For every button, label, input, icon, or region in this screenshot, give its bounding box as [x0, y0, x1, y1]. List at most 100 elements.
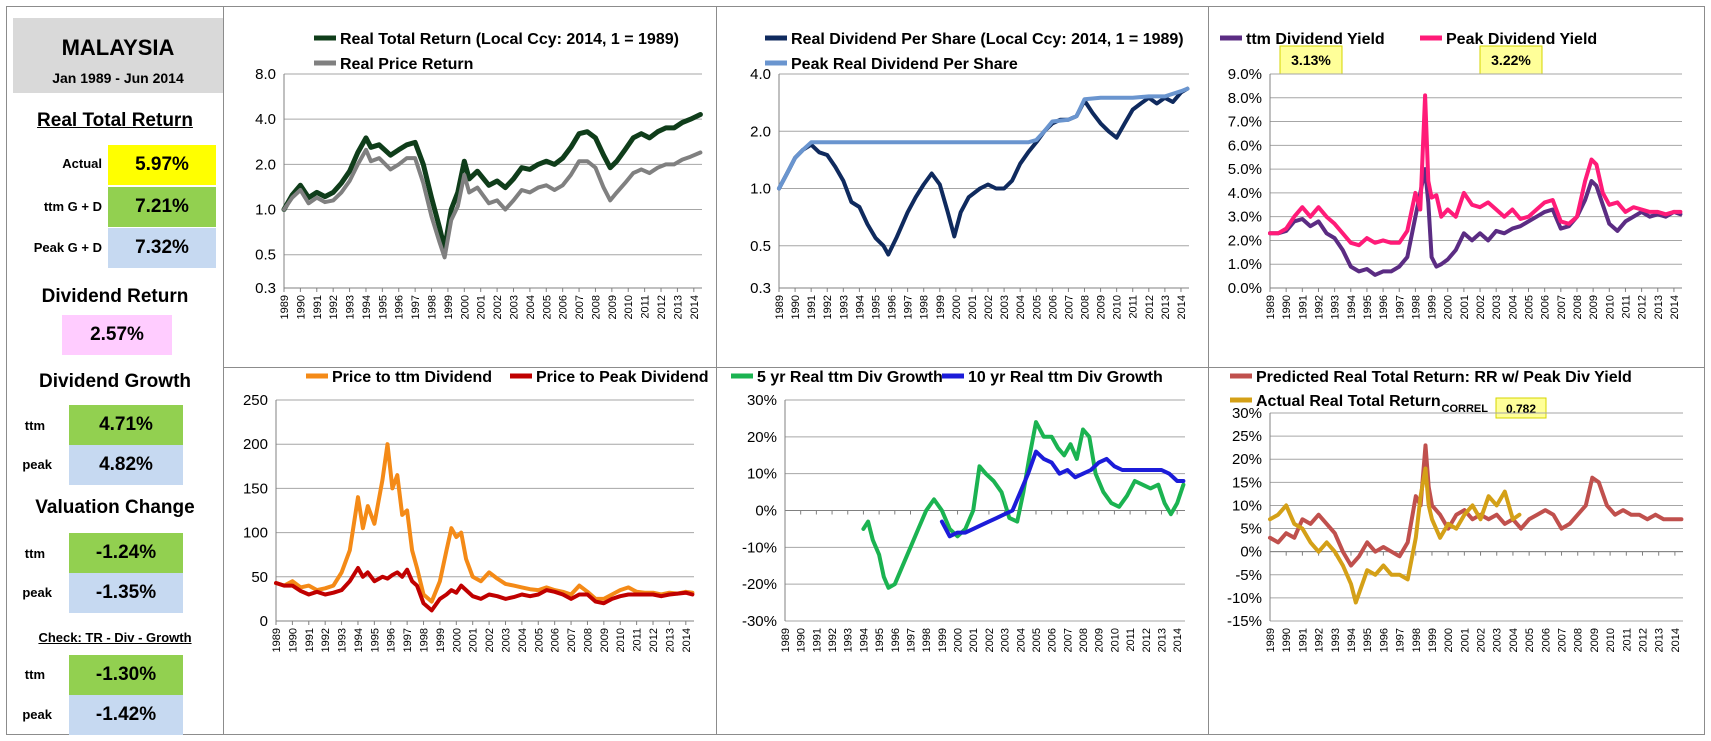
x-tick-label: 2010	[615, 628, 627, 652]
x-tick-label: 1989	[1265, 295, 1277, 319]
x-tick-label: 1990	[796, 628, 808, 652]
x-tick-label: 2000	[951, 295, 963, 319]
legend-label: Real Dividend Per Share (Local Ccy: 2014…	[791, 31, 1184, 48]
x-tick-label: 2001	[476, 295, 488, 319]
country-name: MALAYSIA	[61, 35, 175, 60]
summary-sidebar: MALAYSIA Jan 1989 - Jun 2014 Real Total …	[7, 7, 223, 735]
y-tick-label: 50	[251, 569, 268, 586]
x-tick-label: 1998	[1411, 628, 1423, 652]
dividend-growth-chart: 5 yr Real ttm Div Growth 10 yr Real ttm D…	[731, 369, 1186, 652]
series-line	[861, 420, 1186, 590]
x-tick-label: 1992	[822, 295, 834, 319]
x-tick-label: 2009	[1096, 295, 1108, 319]
x-tick-label: 1992	[827, 628, 839, 652]
valuation-change-title: Valuation Change	[35, 497, 195, 518]
y-tick-label: 20%	[747, 429, 777, 446]
x-tick-label: 2012	[656, 295, 668, 319]
x-tick-label: 1996	[890, 628, 902, 652]
x-tick-label: 2008	[1573, 628, 1585, 652]
price-to-dividend-chart: Price to ttm Dividend Price to Peak Divid…	[243, 369, 709, 652]
x-tick-label: 1993	[1330, 628, 1342, 652]
y-tick-label: 1.0%	[1228, 256, 1262, 273]
x-tick-label: 2007	[1063, 295, 1075, 319]
y-tick-label: -10%	[742, 539, 777, 556]
y-tick-label: 2.0	[750, 123, 771, 140]
x-tick-label: 1993	[843, 628, 855, 652]
legend-label: ttm Dividend Yield	[1246, 31, 1385, 48]
x-tick-label: 1999	[1427, 295, 1439, 319]
y-tick-label: 8.0%	[1228, 90, 1262, 107]
x-tick-label: 1993	[337, 628, 349, 652]
x-tick-label: 2012	[1141, 628, 1153, 652]
y-tick-label: 0.5	[255, 247, 276, 264]
y-tick-label: -10%	[1227, 590, 1262, 607]
x-tick-label: 1995	[870, 295, 882, 319]
x-tick-label: 1995	[377, 295, 389, 319]
legend-label: Peak Dividend Yield	[1446, 31, 1597, 48]
x-tick-label: 1993	[345, 295, 357, 319]
y-tick-label: 6.0%	[1228, 137, 1262, 154]
x-tick-label: 1991	[312, 295, 324, 319]
x-tick-label: 1998	[1410, 295, 1422, 319]
y-tick-label: 2.0%	[1228, 232, 1262, 249]
x-tick-label: 1998	[419, 628, 431, 652]
y-tick-label: 150	[243, 480, 268, 497]
x-tick-label: 2000	[1443, 628, 1455, 652]
x-tick-label: 1993	[1330, 295, 1342, 319]
x-tick-label: 2013	[664, 628, 676, 652]
yield-badge-value: 3.13%	[1291, 52, 1331, 68]
divider	[223, 367, 1705, 368]
x-tick-label: 1999	[443, 295, 455, 319]
x-tick-label: 1990	[287, 628, 299, 652]
x-tick-label: 2006	[1047, 295, 1059, 319]
x-tick-label: 1993	[838, 295, 850, 319]
correl-value: 0.782	[1506, 402, 1536, 416]
series-line	[939, 449, 1186, 539]
x-tick-label: 2000	[1443, 295, 1455, 319]
x-tick-label: 2011	[1128, 295, 1140, 319]
x-tick-label: 1997	[903, 295, 915, 319]
growth-ttm-label: ttm	[24, 418, 45, 433]
x-tick-label: 2001	[1459, 295, 1471, 319]
x-tick-label: 1991	[304, 628, 316, 652]
x-tick-label: 1996	[887, 295, 899, 319]
x-tick-label: 1992	[1314, 628, 1326, 652]
period-label: Jan 1989 - Jun 2014	[52, 70, 184, 86]
series-line	[1268, 443, 1684, 568]
dividend-return-title: Dividend Return	[41, 286, 189, 307]
x-tick-label: 1997	[410, 295, 422, 319]
x-tick-label: 1991	[1297, 295, 1309, 319]
dividend-return-value: 2.57%	[62, 315, 172, 355]
check-ttm-label: ttm	[24, 667, 45, 682]
yield-badge	[1279, 45, 1343, 75]
y-tick-label: 2.0	[255, 156, 276, 173]
predicted-vs-actual-return-chart: Predicted Real Total Return: RR w/ Peak …	[1227, 369, 1684, 652]
y-tick-label: -15%	[1227, 613, 1262, 630]
x-tick-label: 2011	[640, 295, 652, 319]
x-tick-label: 2014	[1172, 628, 1184, 652]
x-tick-label: 1990	[790, 295, 802, 319]
x-tick-label: 2012	[1638, 628, 1650, 652]
y-tick-label: 7.0%	[1228, 114, 1262, 131]
y-tick-label: 9.0%	[1228, 66, 1262, 83]
y-tick-label: 4.0	[255, 111, 276, 128]
x-tick-label: 1990	[1281, 295, 1293, 319]
x-tick-label: 2003	[1000, 628, 1012, 652]
x-tick-label: 2010	[1109, 628, 1121, 652]
x-tick-label: 1989	[1265, 628, 1277, 652]
x-tick-label: 2006	[550, 628, 562, 652]
y-tick-label: 30%	[747, 392, 777, 409]
x-tick-label: 2012	[1637, 295, 1649, 319]
x-tick-label: 2004	[1015, 628, 1027, 652]
x-tick-label: 1999	[937, 628, 949, 652]
y-tick-label: 10%	[1232, 497, 1262, 514]
check-peak-label: peak	[22, 707, 52, 722]
x-tick-label: 2007	[566, 628, 578, 652]
x-tick-label: 2009	[1588, 295, 1600, 319]
x-tick-label: 2007	[1557, 628, 1569, 652]
x-tick-label: 1994	[1346, 295, 1358, 319]
x-tick-label: 2005	[1031, 295, 1043, 319]
x-tick-label: 1997	[905, 628, 917, 652]
y-tick-label: 8.0	[255, 66, 276, 83]
y-tick-label: 0.5	[750, 238, 771, 255]
